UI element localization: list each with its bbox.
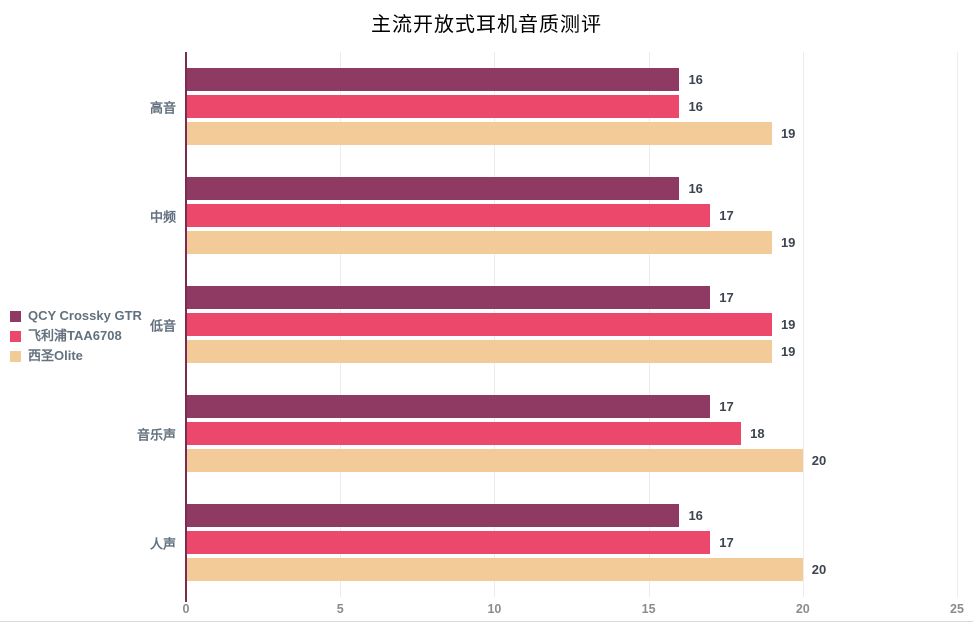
bar — [186, 395, 711, 418]
bar — [186, 231, 772, 254]
bar — [186, 558, 803, 581]
x-tick-label: 15 — [641, 602, 656, 616]
bar-group: 音乐声 17 18 20 — [137, 379, 957, 488]
bar — [186, 68, 680, 91]
category-label: 高音 — [149, 100, 176, 115]
bar-row: 18 — [186, 422, 957, 445]
bar-value-label: 19 — [780, 235, 796, 250]
bar-value-label: 19 — [780, 126, 796, 141]
bar-group: 高音 16 16 19 — [150, 52, 957, 161]
gridline — [802, 52, 804, 597]
bar-row: 19 — [186, 313, 957, 336]
x-tick-label: 5 — [336, 602, 344, 616]
bar — [186, 422, 742, 445]
bar — [186, 286, 711, 309]
bar — [186, 204, 711, 227]
x-tick-label: 20 — [795, 602, 810, 616]
gridline — [957, 52, 958, 597]
bar — [186, 340, 772, 363]
x-axis-ticks: 0 5 10 15 20 25 — [182, 602, 964, 618]
bar-value-label: 20 — [811, 453, 827, 468]
plot-area: 高音 16 16 19 中频 16 17 19 低音 17 19 19 音乐声 17 18 20 人声 16 17 2… — [137, 52, 958, 602]
bar — [186, 504, 680, 527]
bar-value-label: 20 — [811, 562, 827, 577]
bar — [186, 449, 803, 472]
legend-label: 西圣Olite — [28, 348, 83, 363]
legend: QCY Crossky GTR 飞利浦TAA6708 西圣Olite — [10, 309, 142, 369]
bar-value-label: 16 — [688, 72, 703, 87]
bar-value-label: 17 — [719, 399, 734, 414]
bar-row: 20 — [186, 558, 957, 581]
legend-label: 飞利浦TAA6708 — [28, 328, 122, 343]
bar-row: 17 — [186, 204, 957, 227]
bar-value-label: 17 — [719, 290, 734, 305]
x-tick-label: 10 — [487, 602, 502, 616]
bar-value-label: 17 — [719, 535, 734, 550]
legend-label: QCY Crossky GTR — [28, 308, 142, 323]
bar — [186, 95, 680, 118]
bar-row: 16 — [186, 177, 957, 200]
bar-row: 16 — [186, 504, 957, 527]
bar-value-label: 19 — [780, 317, 796, 332]
bar — [186, 177, 680, 200]
bar-row: 17 — [186, 286, 957, 309]
bar-value-label: 16 — [688, 99, 703, 114]
bar-row: 17 — [186, 531, 957, 554]
bar-row: 19 — [186, 340, 957, 363]
bar-row: 20 — [186, 449, 957, 472]
bar-group: 低音 17 19 19 — [150, 270, 957, 379]
legend-item: 西圣Olite — [10, 349, 142, 363]
bar-value-label: 16 — [688, 181, 703, 196]
category-label: 中频 — [149, 209, 176, 224]
x-tick-label: 0 — [182, 602, 190, 616]
legend-item: 飞利浦TAA6708 — [10, 329, 142, 343]
bar-row: 16 — [186, 95, 957, 118]
bar-value-label: 19 — [780, 344, 796, 359]
category-label: 音乐声 — [136, 427, 176, 442]
bar-group: 人声 16 17 20 — [150, 488, 957, 597]
bar-value-label: 16 — [688, 508, 703, 523]
legend-swatch-icon — [10, 310, 21, 322]
legend-swatch-icon — [10, 350, 21, 362]
chart-title: 主流开放式耳机音质测评 — [371, 14, 602, 36]
bar — [186, 531, 711, 554]
y-axis-line — [185, 52, 187, 602]
bar-row: 19 — [186, 122, 957, 145]
page-bottom-divider — [0, 621, 973, 622]
bar-row: 16 — [186, 68, 957, 91]
bar-row: 19 — [186, 231, 957, 254]
bar-group: 中频 16 17 19 — [150, 161, 957, 270]
bar — [186, 122, 772, 145]
bar-value-label: 18 — [750, 426, 765, 441]
bar-row: 17 — [186, 395, 957, 418]
bar — [186, 313, 772, 336]
x-tick-label: 25 — [950, 602, 964, 616]
category-label: 人声 — [149, 536, 176, 551]
bar-value-label: 17 — [719, 208, 734, 223]
legend-swatch-icon — [10, 330, 21, 342]
category-label: 低音 — [149, 318, 176, 333]
legend-item: QCY Crossky GTR — [10, 309, 142, 323]
